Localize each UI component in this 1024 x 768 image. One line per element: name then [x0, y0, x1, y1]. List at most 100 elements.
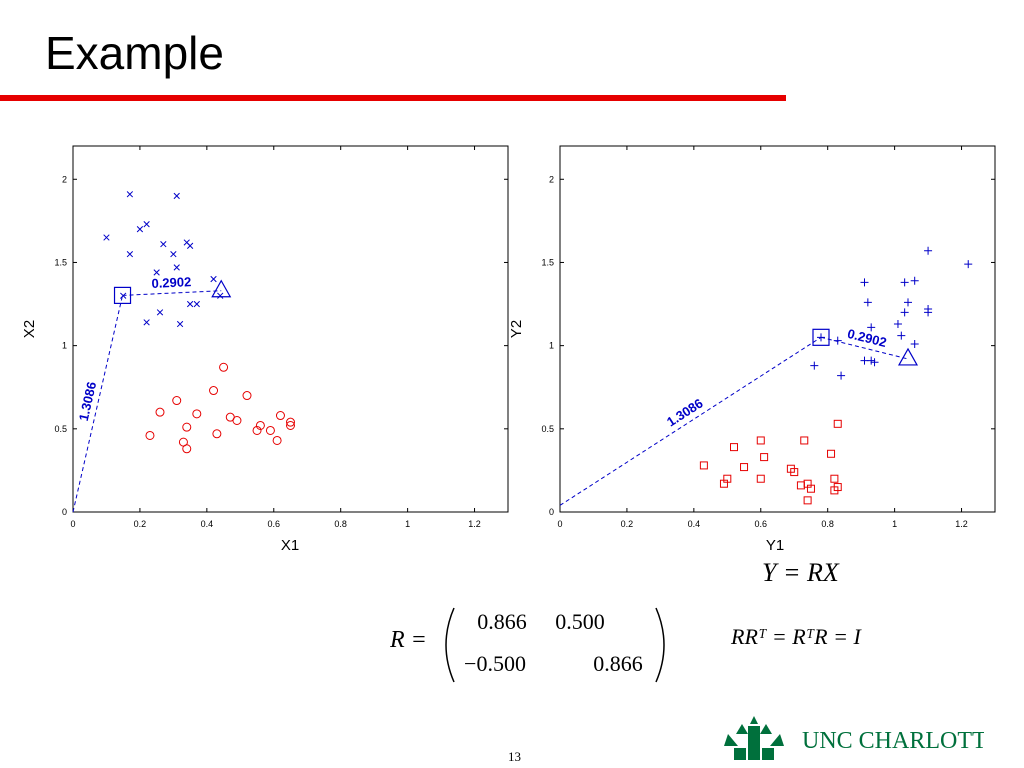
y-tick-label: 0 [549, 507, 554, 517]
matrix-lhs: R = [390, 627, 427, 653]
x-tick-label: 0.4 [201, 519, 214, 529]
distance-line [72, 295, 124, 513]
data-point-plus [910, 276, 919, 285]
crown-icon [724, 716, 784, 760]
x-tick-label: 0 [557, 519, 562, 529]
x-tick-label: 1.2 [468, 519, 481, 529]
x-tick-label: 0.2 [621, 519, 634, 529]
left-paren [445, 607, 455, 683]
data-point-circle [209, 386, 219, 396]
logo-graphic: UNC CHARLOTTE [724, 716, 1001, 760]
data-point-x [186, 300, 194, 308]
data-point-circle [145, 430, 155, 440]
slide-title: Example [45, 27, 224, 79]
matrix-cell-r1c0: −0.500 [464, 651, 526, 676]
matrix-cell-r0c1: 0.500 [555, 609, 605, 634]
data-point-plus [910, 339, 919, 348]
data-point-plus [900, 278, 909, 287]
data-point-x [217, 292, 224, 299]
data-point-plus [810, 361, 819, 370]
data-point-square [803, 496, 812, 505]
data-point-x [170, 250, 177, 258]
data-point-plus [863, 298, 872, 307]
data-point-x [143, 319, 150, 326]
x-tick-label: 1 [892, 519, 897, 529]
x-tick-label: 0 [70, 519, 75, 529]
distance-line [122, 290, 222, 296]
data-point-circle [275, 411, 285, 421]
data-point-plus [817, 333, 825, 342]
data-point-x [173, 192, 180, 200]
data-point-circle [242, 391, 252, 401]
data-point-square [719, 479, 728, 488]
x-tick-label: 0.6 [268, 519, 281, 529]
x-tick-label: 0.4 [688, 519, 701, 529]
y-tick-label: 1 [62, 341, 67, 351]
distance-line [559, 336, 822, 506]
data-point-square [756, 436, 765, 445]
data-point-x [156, 309, 164, 316]
y-tick-label: 1.5 [541, 257, 554, 267]
data-point-plus [860, 356, 869, 365]
data-point-x [103, 234, 110, 241]
equation-y-rx: Y = RX [762, 558, 839, 587]
plot-frame [559, 145, 996, 513]
data-point-square [730, 443, 738, 452]
data-point-x [210, 275, 217, 283]
data-point-square [833, 419, 842, 428]
data-point-x [173, 264, 180, 271]
university-logo: UNC CHARLOTTE [724, 712, 1001, 767]
data-point-plus [900, 308, 909, 317]
logo-wordmark: UNC CHARLOTTE [802, 728, 984, 754]
x-axis-label: X1 [281, 537, 299, 554]
data-point-x [126, 250, 134, 258]
data-point-circle [172, 396, 182, 406]
data-point-circle [212, 429, 222, 439]
data-point-plus [867, 356, 876, 365]
centroid-square-marker [812, 328, 830, 346]
y-tick-label: 0.5 [541, 424, 554, 434]
data-point-square [833, 483, 842, 492]
data-point-circle [219, 362, 229, 372]
data-point-x [193, 300, 200, 308]
x-tick-label: 0.8 [821, 519, 834, 529]
x-tick-label: 0.6 [755, 519, 768, 529]
data-point-x [136, 226, 144, 233]
x-axis-label: Y1 [766, 537, 784, 554]
x-tick-label: 1.2 [955, 519, 968, 529]
data-point-plus [904, 298, 912, 307]
distance-label: 0.2902 [151, 274, 191, 291]
rotation-matrix: R = 0.500 0.866 −0.500 0.866 [389, 607, 665, 683]
y-tick-label: 0 [62, 507, 67, 517]
distance-label: 0.2902 [846, 326, 888, 350]
data-point-plus [924, 308, 933, 317]
title-underline [0, 95, 786, 101]
data-point-square [806, 484, 815, 493]
data-point-circle [252, 425, 262, 435]
data-point-plus [964, 260, 973, 269]
y-tick-label: 2 [549, 174, 554, 184]
distance-label: 1.3086 [76, 380, 99, 422]
y-axis-label: Y2 [508, 320, 525, 338]
data-point-x [176, 320, 184, 328]
y-tick-label: 0.5 [54, 424, 67, 434]
data-point-circle [286, 417, 295, 427]
data-point-circle [232, 416, 242, 425]
data-point-circle [255, 420, 265, 430]
data-point-x [160, 241, 167, 248]
x-tick-label: 0.2 [134, 519, 147, 529]
data-point-circle [182, 444, 192, 454]
centroid-triangle-marker [897, 347, 919, 366]
rotation-matrix-equation: R = 0.500 0.866 −0.500 0.866 [389, 600, 680, 695]
data-point-circle [286, 420, 295, 430]
x-tick-label: 0.8 [334, 519, 347, 529]
y-tick-label: 1.5 [54, 257, 67, 267]
data-point-plus [837, 371, 846, 380]
data-point-circle [272, 435, 282, 445]
x-tick-label: 1 [405, 519, 410, 529]
data-point-circle [155, 407, 165, 417]
data-point-square [796, 481, 805, 490]
page-number: 13 [508, 749, 521, 764]
data-point-square [760, 453, 769, 462]
